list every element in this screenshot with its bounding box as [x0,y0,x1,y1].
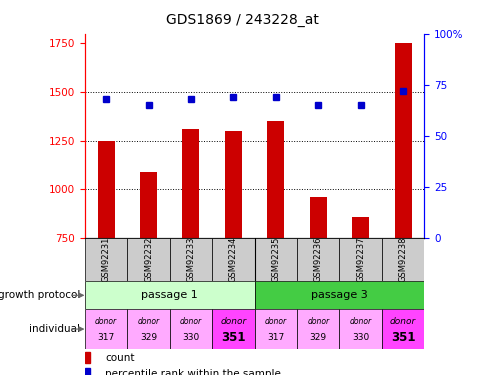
Bar [394,44,411,238]
Bar [254,281,424,309]
Bar [267,122,284,238]
Text: donor: donor [306,316,329,326]
Text: individual: individual [29,324,80,334]
Text: GSM92235: GSM92235 [271,237,280,282]
Text: GSM92231: GSM92231 [101,237,110,282]
Text: GSM92236: GSM92236 [313,237,322,282]
Text: 330: 330 [351,333,369,342]
Text: passage 3: passage 3 [310,290,367,300]
Text: percentile rank within the sample: percentile rank within the sample [105,369,281,375]
Bar [296,238,339,281]
Text: 329: 329 [140,333,157,342]
Text: donor: donor [220,316,246,326]
Bar [254,309,296,349]
Text: 330: 330 [182,333,199,342]
Bar [225,131,242,238]
Text: GSM92232: GSM92232 [144,237,153,282]
Text: GSM92238: GSM92238 [398,237,407,282]
Text: donor: donor [264,316,287,326]
Text: growth protocol: growth protocol [0,290,80,300]
Bar [85,352,91,363]
Text: donor: donor [349,316,371,326]
Bar [182,129,199,238]
Text: donor: donor [95,316,117,326]
Bar [339,238,381,281]
Bar [140,172,157,238]
Text: GSM92237: GSM92237 [355,237,364,282]
Bar [97,141,114,238]
Text: donor: donor [180,316,202,326]
Text: 317: 317 [267,333,284,342]
Bar [254,238,296,281]
Text: 317: 317 [97,333,115,342]
Bar [381,309,424,349]
Text: 351: 351 [221,331,245,344]
Text: GSM92234: GSM92234 [228,237,238,282]
Bar [169,309,212,349]
Text: count: count [105,352,135,363]
Text: donor: donor [389,316,415,326]
Bar [309,197,326,238]
Text: 351: 351 [390,331,415,344]
Bar [212,238,254,281]
Text: 329: 329 [309,333,326,342]
Bar [85,309,127,349]
Bar [296,309,339,349]
Bar [127,309,169,349]
Bar [339,309,381,349]
Text: GSM92233: GSM92233 [186,237,195,282]
Bar [169,238,212,281]
Text: donor: donor [137,316,159,326]
Bar [351,217,368,238]
Bar [85,368,91,375]
Bar [127,238,169,281]
Bar [85,281,254,309]
Text: GDS1869 / 243228_at: GDS1869 / 243228_at [166,13,318,27]
Bar [85,238,127,281]
Bar [212,309,254,349]
Bar [381,238,424,281]
Text: passage 1: passage 1 [141,290,198,300]
